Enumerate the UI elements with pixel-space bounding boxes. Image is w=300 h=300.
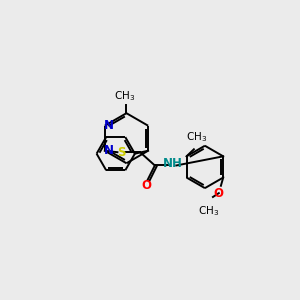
Text: O: O: [141, 179, 151, 192]
Text: N: N: [103, 119, 114, 132]
Text: O: O: [214, 187, 224, 200]
Text: N: N: [103, 144, 114, 157]
Text: CH$_3$: CH$_3$: [114, 89, 136, 103]
Text: S: S: [117, 146, 125, 159]
Text: CH$_3$: CH$_3$: [186, 130, 207, 144]
Text: NH: NH: [163, 157, 182, 169]
Text: CH$_3$: CH$_3$: [198, 204, 219, 218]
